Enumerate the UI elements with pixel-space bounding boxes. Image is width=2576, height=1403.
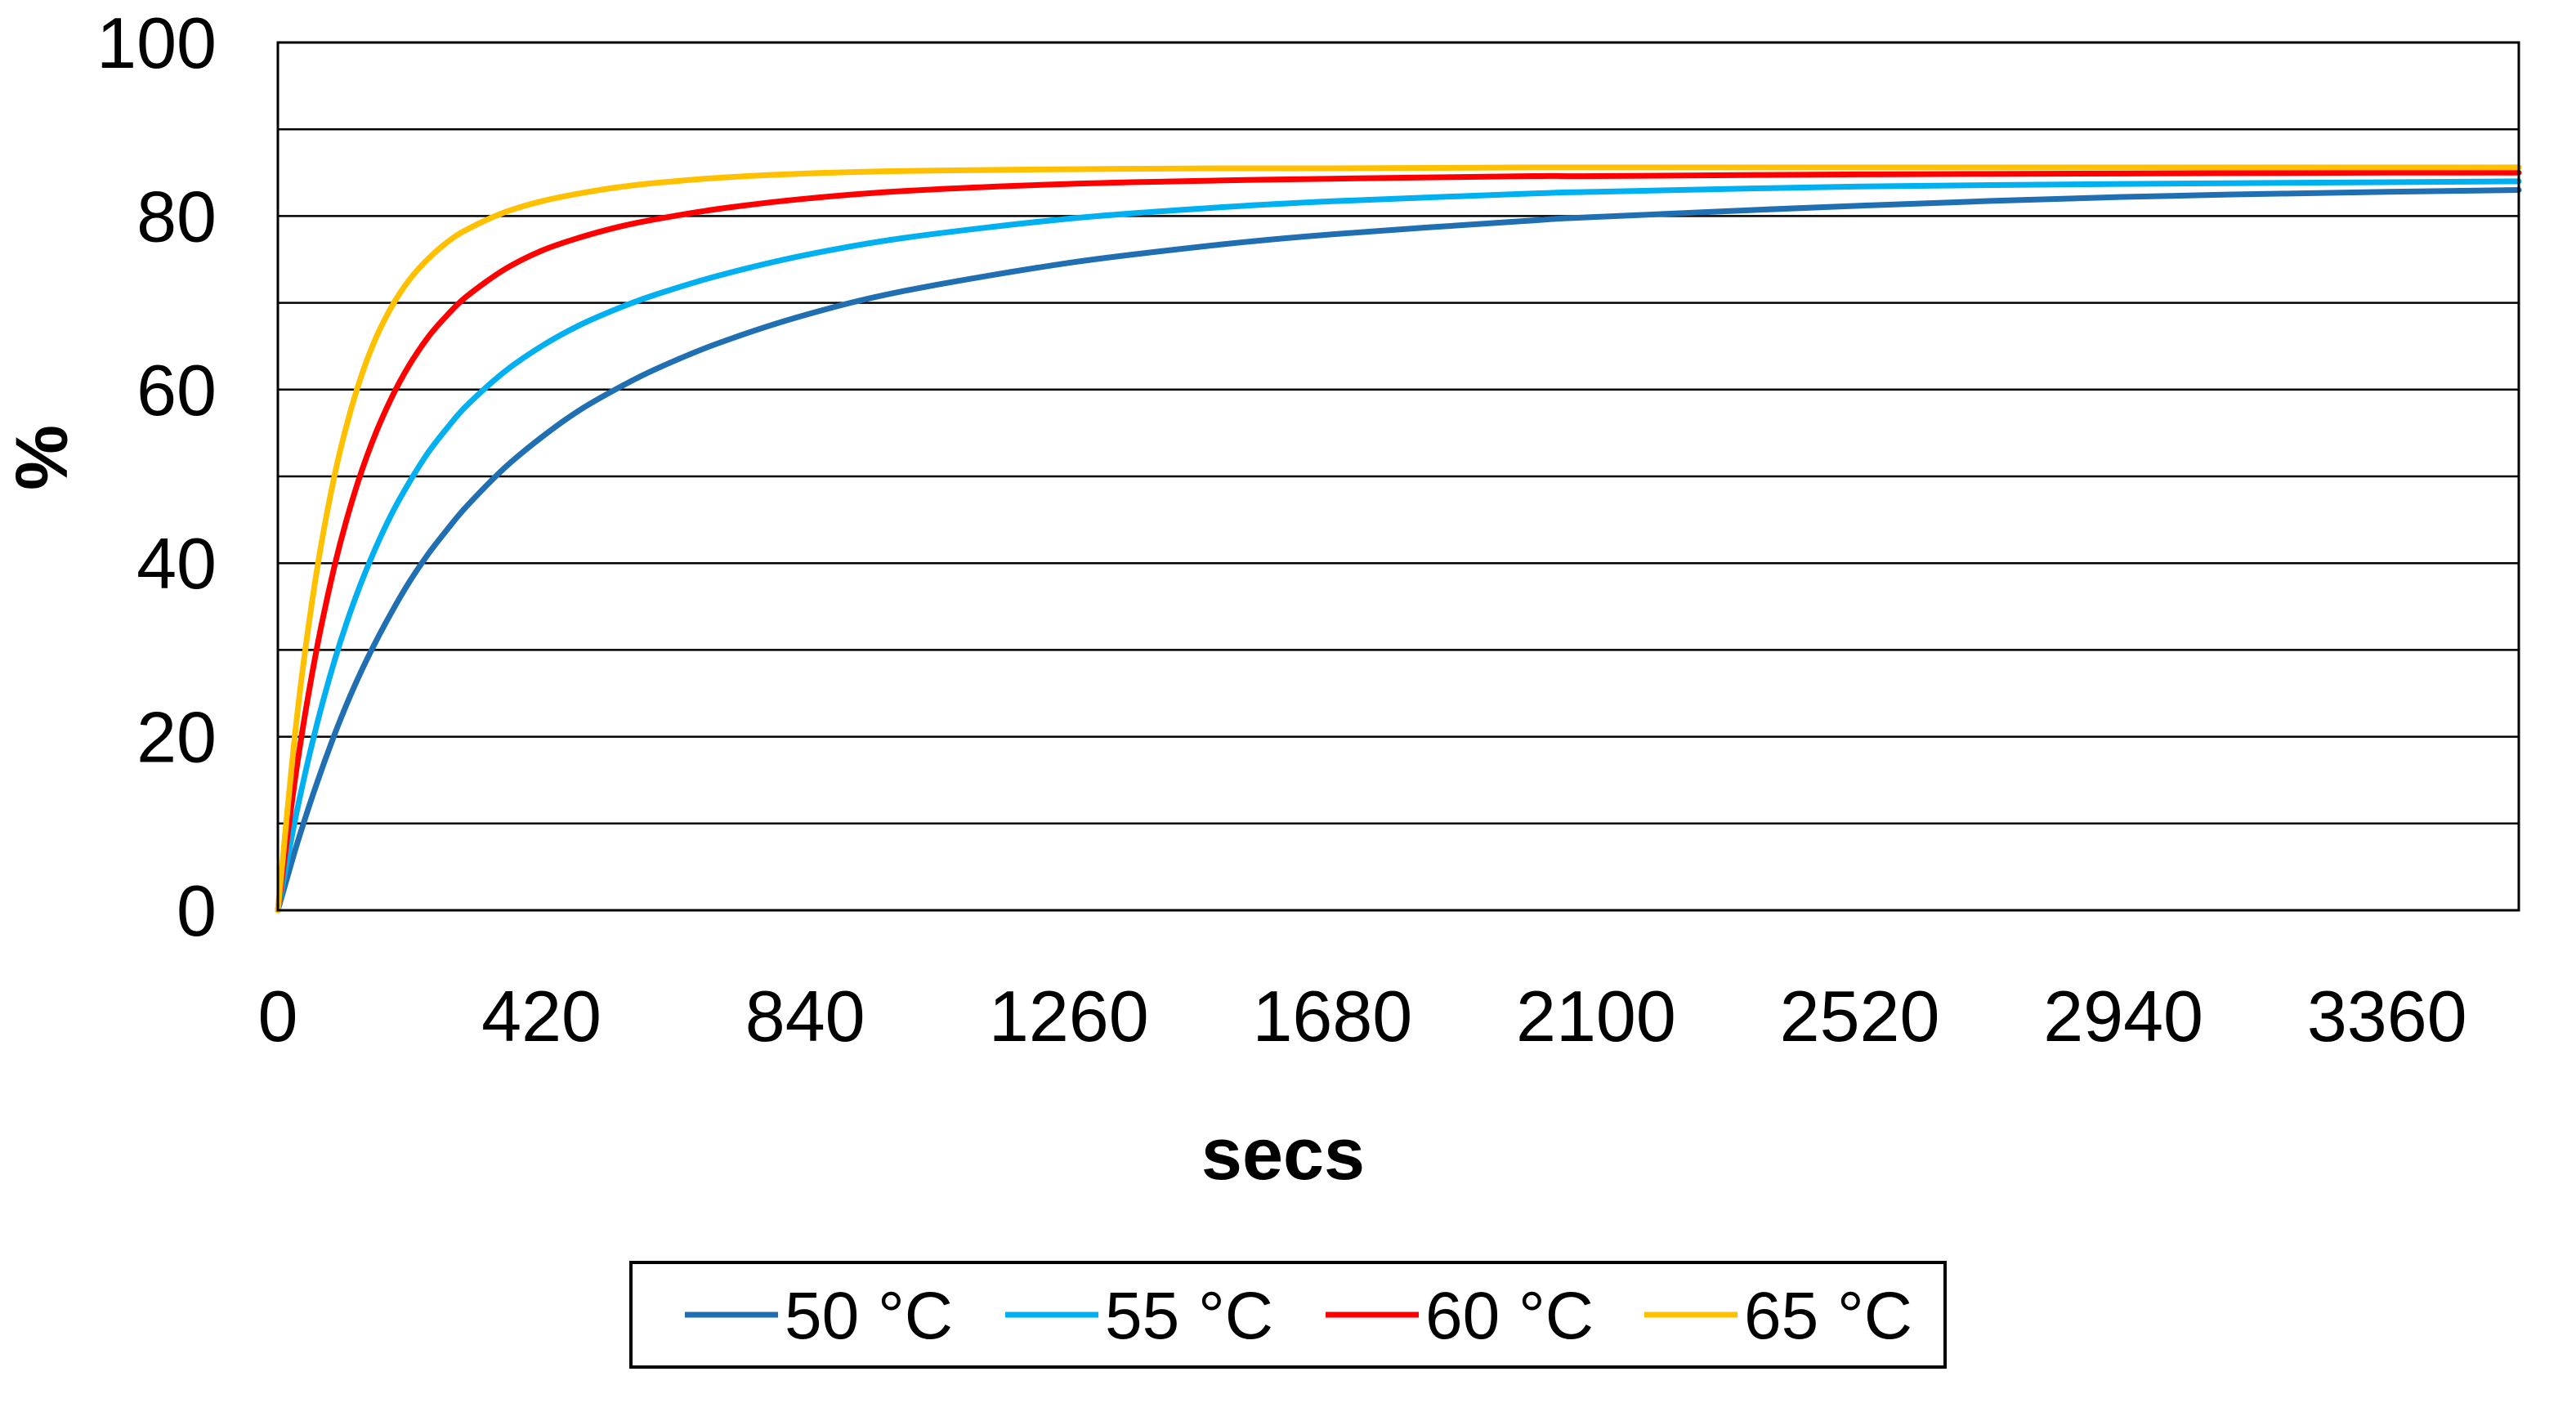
gridlines (278, 41, 2519, 825)
legend-label-60c: 60 °C (1425, 1279, 1594, 1353)
y-axis-ticks: 0 20 40 60 80 100 (96, 2, 217, 951)
y-tick-label: 100 (96, 2, 217, 83)
x-tick-label: 2520 (1780, 976, 1940, 1057)
y-tick-label: 20 (136, 697, 217, 778)
x-axis-title: secs (1201, 1114, 1365, 1195)
x-tick-label: 1260 (989, 976, 1149, 1057)
legend-label-55c: 55 °C (1105, 1279, 1273, 1353)
legend-label-65c: 65 °C (1744, 1279, 1912, 1353)
series-line-50c (275, 187, 2522, 914)
y-axis-title: % (2, 425, 83, 490)
x-tick-label: 1680 (1252, 976, 1412, 1057)
x-tick-label: 3360 (2307, 976, 2467, 1057)
x-tick-label: 2940 (2043, 976, 2203, 1057)
series-line-55c (275, 178, 2522, 914)
x-tick-label: 0 (258, 976, 298, 1057)
y-tick-label: 40 (136, 523, 217, 604)
legend: 50 °C 55 °C 60 °C 65 °C (629, 1261, 1947, 1369)
series-line-60c (275, 169, 2522, 914)
x-tick-label: 840 (745, 976, 865, 1057)
x-tick-label: 420 (481, 976, 602, 1057)
y-tick-label: 60 (136, 350, 217, 431)
x-axis-ticks: 0 420 840 1260 1680 2100 2520 2940 3360 (258, 976, 2467, 1057)
legend-label-50c: 50 °C (785, 1279, 953, 1353)
plot-area-border (276, 41, 2520, 912)
series-lines (275, 164, 2522, 914)
y-tick-label: 80 (136, 176, 217, 257)
x-tick-label: 2100 (1516, 976, 1676, 1057)
series-line-65c (275, 164, 2522, 914)
y-tick-label: 0 (177, 870, 217, 951)
